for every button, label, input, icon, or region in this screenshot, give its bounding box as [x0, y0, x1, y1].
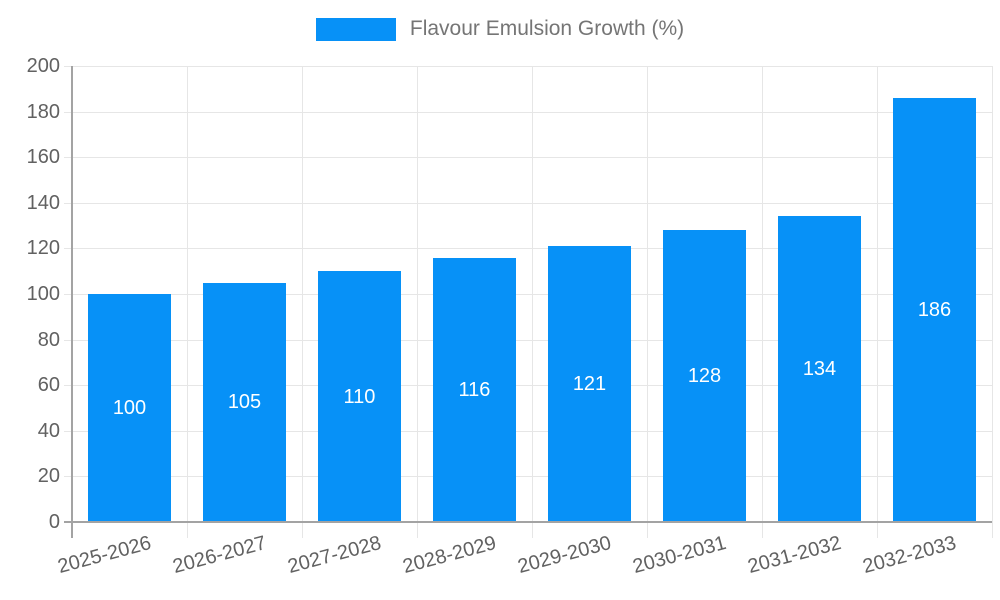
x-tick-label: 2026-2027 — [170, 531, 269, 578]
y-gridline — [64, 111, 992, 113]
bar-value-label: 100 — [112, 397, 147, 419]
bar-value-label: 128 — [687, 365, 722, 388]
bar-value-label: 134 — [802, 358, 837, 381]
y-gridline — [64, 294, 992, 295]
x-tick-label: 2031-2032 — [745, 531, 844, 578]
y-tick-label: 60 — [37, 374, 60, 397]
bar-value-label: 105 — [227, 391, 262, 414]
y-gridline — [64, 202, 992, 204]
y-tick-label: 120 — [26, 237, 60, 260]
y-tick-label: 180 — [26, 100, 60, 123]
y-gridline — [64, 248, 992, 250]
x-axis-line — [64, 521, 992, 523]
bar — [548, 246, 631, 522]
y-tick-label: 140 — [26, 191, 60, 214]
bar-value-label: 110 — [343, 385, 376, 408]
bar-value-label: 121 — [572, 373, 607, 396]
bar — [663, 230, 746, 522]
x-gridline — [302, 66, 303, 538]
y-tick-label: 40 — [37, 419, 60, 442]
y-tick-label: 20 — [37, 465, 60, 488]
legend-label: Flavour Emulsion Growth (%) — [409, 17, 685, 40]
x-tick-label: 2029-2030 — [515, 531, 614, 578]
x-tick-label: 2032-2033 — [860, 531, 959, 578]
bar-value-label: 116 — [458, 378, 491, 401]
y-tick-label: 100 — [26, 283, 60, 305]
bar — [778, 216, 861, 522]
x-tick-label: 2025-2026 — [55, 531, 154, 578]
x-tick-label: 2028-2029 — [400, 531, 499, 578]
legend-swatch — [315, 17, 396, 41]
y-gridline — [64, 339, 992, 341]
bar — [203, 282, 286, 522]
x-gridline — [647, 66, 648, 538]
y-gridline — [64, 157, 992, 159]
x-tick-label: 2030-2031 — [630, 531, 729, 578]
legend: Flavour Emulsion Growth (%) — [0, 17, 1000, 41]
x-gridline — [417, 66, 418, 538]
bar-value-label: 186 — [917, 298, 952, 321]
bar — [893, 97, 976, 522]
y-gridline — [64, 66, 992, 67]
x-gridline — [187, 66, 188, 538]
y-gridline — [64, 476, 992, 478]
x-tick-label: 2027-2028 — [285, 531, 384, 578]
y-tick-label: 80 — [37, 328, 60, 351]
y-tick-label: 160 — [26, 146, 60, 169]
y-gridline — [64, 430, 992, 432]
y-axis-line — [71, 66, 73, 538]
bar — [318, 271, 401, 522]
x-gridline — [877, 66, 878, 538]
x-gridline — [532, 66, 533, 538]
y-tick-label: 0 — [48, 511, 60, 533]
x-gridline — [992, 66, 993, 538]
y-gridline — [64, 385, 992, 387]
bar — [88, 294, 171, 522]
x-gridline — [762, 66, 763, 538]
y-tick-label: 200 — [26, 55, 60, 77]
bar — [433, 257, 516, 522]
